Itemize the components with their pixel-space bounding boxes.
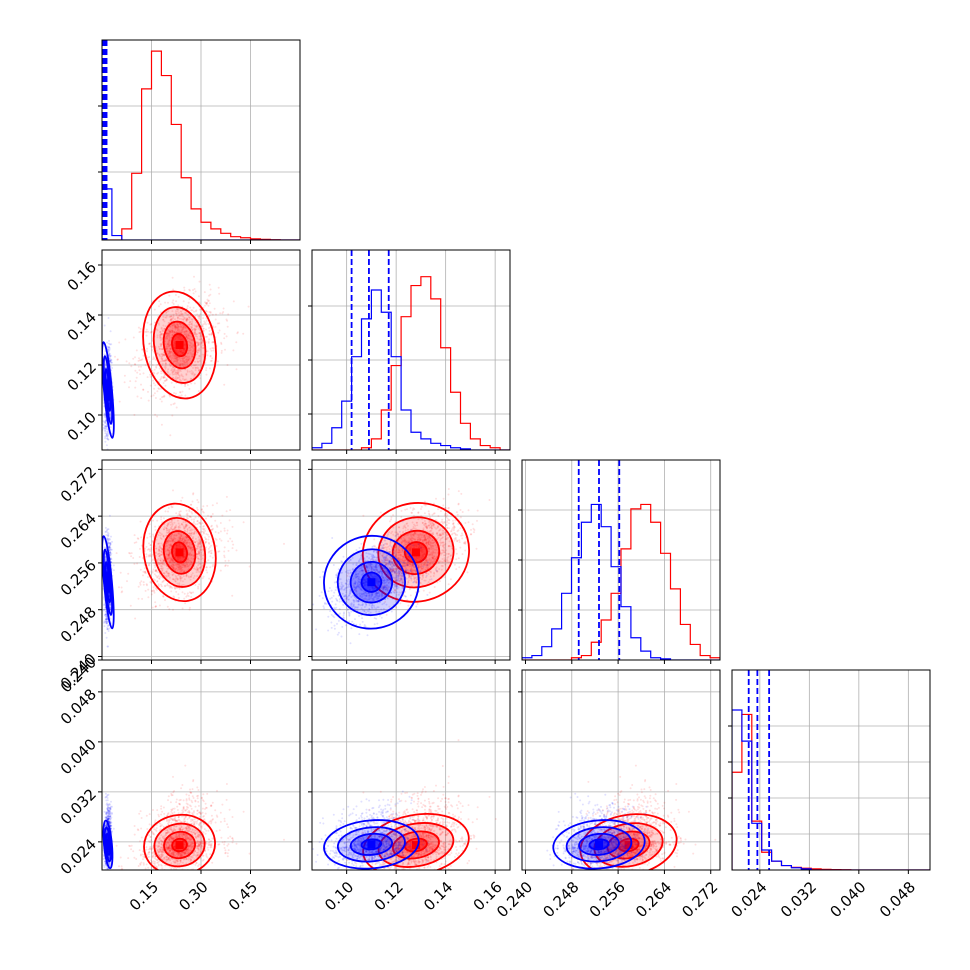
contour-peak (367, 578, 376, 587)
x-tick-label: 0.032 (777, 878, 820, 921)
panel-content (102, 460, 300, 660)
y-tick-label: 0.256 (57, 556, 100, 599)
histogram-blue (312, 289, 510, 450)
histogram-red (312, 276, 510, 450)
contour-level-0 (323, 534, 420, 630)
x-tick-label: 0.048 (876, 878, 919, 921)
y-tick-label: 0.272 (57, 463, 100, 506)
panel-content (522, 460, 720, 660)
y-tick-label: 0.264 (57, 509, 100, 552)
contour-peak (595, 840, 603, 849)
panel-r2-c1 (308, 459, 511, 664)
panel-content (312, 250, 510, 450)
y-tick-label: 0.024 (57, 835, 100, 878)
histogram-red (102, 50, 300, 240)
contour-level-0 (142, 502, 217, 603)
axes-frame (311, 459, 511, 661)
panel-content (102, 40, 300, 240)
panel-r3-c3: 0.024 0.032 0.040 0.048 (727, 669, 931, 921)
contour-level-0 (323, 819, 420, 870)
panel-content (312, 460, 510, 660)
contour-level-0 (552, 819, 646, 870)
panel-content (102, 670, 300, 870)
contour-peak (411, 548, 420, 557)
contour-peak (103, 578, 112, 587)
panel-r3-c0: 0.15 0.30 0.45 0.024 0.032 0.040 0.048 (57, 669, 301, 914)
x-tick-label: 0.10 (321, 878, 357, 914)
panel-content (732, 670, 930, 870)
x-tick-label: 0.256 (586, 878, 629, 921)
x-tick-label: 0.45 (225, 878, 261, 914)
panel-r1-c0: 0.10 0.12 0.14 0.16 (64, 249, 301, 454)
axes-frame (521, 669, 721, 871)
contour-peak (175, 341, 184, 349)
contour-peak (175, 548, 184, 557)
y-tick-label: 0.040 (57, 735, 100, 778)
histogram-red (522, 503, 720, 660)
y-tick-label: 0.048 (57, 685, 100, 728)
y-tick-label: 0.248 (57, 603, 100, 646)
x-tick-label: 0.264 (632, 878, 675, 921)
panel-content (312, 670, 510, 870)
x-tick-label: 0.30 (175, 878, 211, 914)
histogram-blue (522, 503, 720, 660)
contour-level-0 (361, 502, 471, 603)
contour-peak (103, 840, 112, 849)
axes-frame (731, 669, 931, 871)
y-tick-label: 0.14 (64, 308, 100, 344)
panel-r2-c2 (518, 459, 721, 664)
panel-r1-c1 (308, 249, 511, 454)
panel-r3-c2: 0.240 0.248 0.256 0.264 0.272 (493, 669, 721, 921)
contour-peak (411, 841, 420, 849)
y-tick-label: 0.16 (64, 258, 100, 294)
x-tick-label: 0.248 (539, 878, 582, 921)
axes-frame (311, 249, 511, 451)
contour-peak (103, 386, 112, 394)
panel-r3-c1: 0.10 0.12 0.14 0.16 (308, 669, 511, 914)
contour-level-0 (579, 813, 678, 870)
y-tick-label: 0.032 (57, 785, 100, 828)
contour-peak (367, 840, 376, 849)
contour-level-0 (142, 290, 217, 400)
contour-level-0 (143, 813, 216, 870)
x-tick-label: 0.14 (420, 878, 456, 914)
y-tick-label: 0.12 (64, 358, 100, 394)
x-tick-label: 0.024 (727, 878, 770, 921)
x-tick-label: 0.12 (371, 878, 407, 914)
panel-r0-c0 (98, 39, 301, 244)
contour-peak (624, 841, 633, 849)
panel-content (102, 250, 300, 450)
x-tick-label: 0.272 (678, 878, 721, 921)
x-tick-label: 0.040 (826, 878, 869, 921)
x-tick-label: 0.15 (126, 878, 162, 914)
histogram-blue (732, 709, 930, 870)
panel-content (522, 670, 720, 870)
y-tick-label: 0.10 (64, 408, 100, 444)
axes-frame (311, 669, 511, 871)
contour-peak (175, 841, 184, 849)
histogram-blue (102, 188, 300, 240)
